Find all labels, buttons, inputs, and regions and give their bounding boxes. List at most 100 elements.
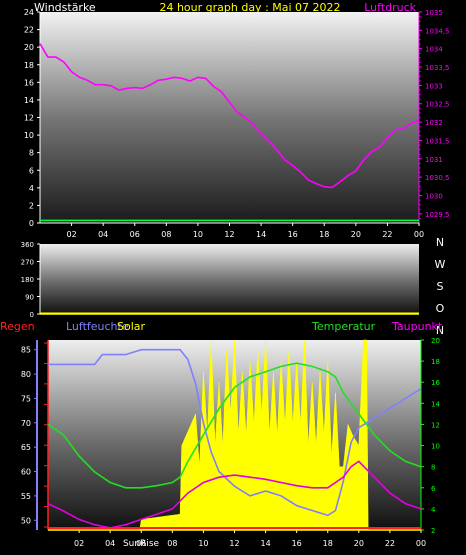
left-tick-label: 8: [29, 149, 34, 158]
x-tick-label: 06: [136, 539, 146, 548]
x-tick-label: 18: [323, 539, 333, 548]
pressure-panel-right-axis: 1029,5 1030 1030,5 1031 1031,5 1032 1032,5 1033…: [418, 9, 450, 223]
chart-title: 24 hour graph day : Mai 07 2022: [159, 1, 340, 14]
humidity-line: [48, 348, 422, 517]
x-tick-label: 16: [292, 539, 302, 548]
direction-letter-n: N: [436, 236, 444, 249]
left-tick-label: 20: [24, 43, 34, 52]
direction-tick-label: 180: [21, 276, 34, 284]
sunrise-label: SunRise: [123, 539, 160, 549]
temperature-tick-label: 12: [431, 421, 440, 429]
x-tick-label: 02: [66, 230, 76, 239]
temperature-tick-label: 18: [431, 358, 440, 366]
x-tick-label: 08: [161, 230, 171, 239]
right-tick-label: 1031: [425, 156, 443, 164]
temperature-line: [47, 362, 422, 489]
temperature-tick-label: 2: [431, 527, 435, 535]
pressure-panel-series: [39, 43, 420, 222]
left-tick-label: 4: [29, 184, 34, 193]
climate-panel-x-axis: 02 04 06 08 10 12 14 16 18 20 22 00: [74, 530, 426, 548]
x-tick-label: 10: [198, 539, 208, 548]
pressure-panel-x-axis: 02 04 06 08 10 12 14 16 18 20 22 00: [40, 222, 424, 239]
right-tick-label: 1033,5: [425, 64, 450, 72]
temperature-label: Temperatur: [311, 320, 376, 333]
x-tick-label: 04: [105, 539, 115, 548]
x-tick-label: 12: [229, 539, 239, 548]
x-tick-label: 00: [416, 539, 426, 548]
humidity-tick-label: 70: [21, 419, 31, 428]
humidity-tick-label: 65: [21, 443, 31, 452]
solar-area: [48, 339, 421, 531]
climate-panel-series: [47, 339, 422, 531]
left-tick-label: 18: [24, 61, 34, 70]
dewpoint-label: Taupunkt: [391, 320, 443, 333]
right-tick-label: 1031,5: [425, 137, 450, 145]
x-tick-label: 22: [382, 230, 392, 239]
rain-label: Regen: [0, 320, 35, 333]
right-tick-label: 1032,5: [425, 101, 450, 109]
direction-letter-s: S: [437, 280, 444, 293]
x-tick-label: 18: [319, 230, 329, 239]
right-tick-label: 1034,5: [425, 27, 450, 35]
x-tick-label: 02: [74, 539, 84, 548]
climate-panel-left-axis: 50 55 60 65 70 75 80 85: [21, 340, 38, 530]
left-tick-label: 6: [29, 166, 34, 175]
direction-tick-label: 0: [30, 311, 34, 319]
x-tick-label: 16: [288, 230, 298, 239]
right-tick-label: 1035: [425, 9, 443, 17]
direction-tick-label: 360: [21, 241, 34, 249]
climate-panel-right-axis: 2 4 6 8 10 12 14 16 18 20: [420, 337, 440, 535]
temperature-tick-label: 20: [431, 337, 440, 345]
temperature-tick-label: 4: [431, 506, 436, 514]
left-tick-label: 14: [24, 96, 34, 105]
x-tick-label: 08: [167, 539, 177, 548]
direction-letter-o: O: [436, 302, 445, 315]
humidity-tick-label: 50: [21, 516, 31, 525]
temperature-tick-label: 16: [431, 379, 440, 387]
x-tick-label: 20: [354, 539, 364, 548]
right-tick-label: 1032: [425, 119, 443, 127]
x-tick-label: 10: [193, 230, 203, 239]
direction-panel-left-axis: 0 90 180 270 360: [21, 241, 41, 319]
x-tick-label: 14: [256, 230, 266, 239]
humidity-label: Luftfeuchte: [66, 320, 129, 333]
temperature-tick-label: 10: [431, 443, 440, 451]
direction-letter-w: W: [435, 258, 446, 271]
x-tick-label: 12: [224, 230, 234, 239]
left-tick-label: 12: [24, 114, 34, 123]
right-tick-label: 1029,5: [425, 211, 450, 219]
climate-panel-rain-axis: [44, 340, 49, 530]
left-tick-label: 24: [24, 8, 34, 17]
humidity-tick-label: 60: [21, 468, 31, 477]
left-tick-label: 0: [29, 219, 34, 228]
right-tick-label: 1033: [425, 82, 443, 90]
pressure-line: [39, 43, 420, 189]
x-tick-label: 06: [130, 230, 140, 239]
pressure-panel-background: [40, 12, 419, 223]
direction-letter-n: N: [436, 324, 444, 337]
direction-tick-label: 90: [25, 294, 34, 302]
x-tick-label: 14: [260, 539, 270, 548]
left-tick-label: 10: [24, 131, 34, 140]
temperature-tick-label: 14: [431, 400, 440, 408]
right-tick-label: 1030: [425, 192, 443, 200]
x-tick-label: 20: [351, 230, 361, 239]
humidity-tick-label: 80: [21, 370, 31, 379]
temperature-tick-label: 8: [431, 464, 435, 472]
right-tick-label: 1034: [425, 46, 443, 54]
temperature-tick-label: 6: [431, 485, 436, 493]
direction-panel-background: [40, 244, 419, 314]
left-tick-label: 2: [29, 201, 34, 210]
x-tick-label: 00: [414, 230, 424, 239]
pressure-label: Luftdruck: [364, 1, 416, 14]
x-tick-label: 22: [385, 539, 395, 548]
wind-strength-label: Windstärke: [34, 1, 96, 14]
direction-tick-label: 270: [21, 259, 34, 267]
x-tick-label: 04: [98, 230, 108, 239]
right-tick-label: 1030,5: [425, 174, 450, 182]
left-tick-label: 22: [24, 26, 34, 35]
left-tick-label: 16: [24, 78, 34, 87]
